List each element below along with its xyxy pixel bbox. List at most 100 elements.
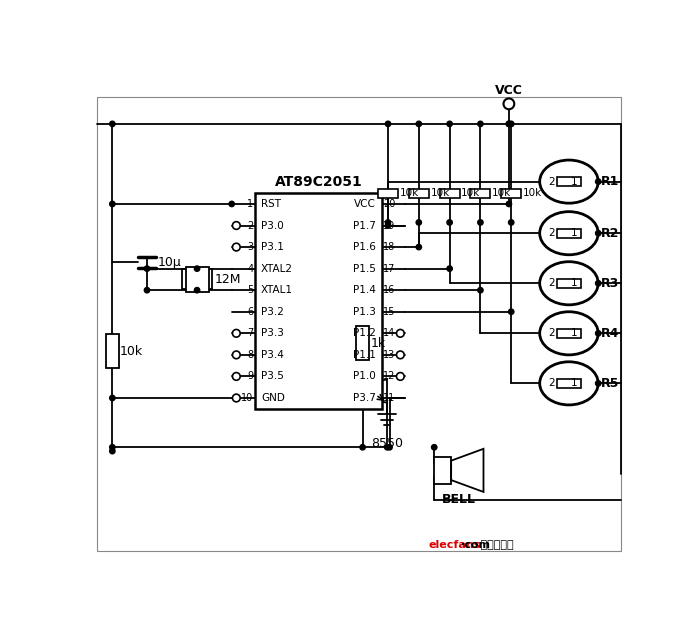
Text: 10k: 10k (523, 188, 542, 198)
Text: 8: 8 (247, 350, 253, 360)
Circle shape (144, 288, 150, 293)
Circle shape (229, 201, 234, 207)
Circle shape (360, 445, 365, 450)
Bar (557, 279, 580, 288)
Text: 7: 7 (247, 328, 253, 338)
Ellipse shape (540, 160, 598, 203)
Circle shape (232, 243, 240, 251)
Circle shape (232, 330, 240, 337)
Text: VCC: VCC (495, 84, 523, 97)
Text: 13: 13 (384, 350, 395, 360)
Ellipse shape (540, 311, 598, 355)
Bar (186, 267, 209, 292)
Bar (434, 457, 452, 484)
Text: 1: 1 (247, 199, 253, 209)
Circle shape (477, 288, 483, 293)
Text: P3.5: P3.5 (261, 371, 284, 381)
Text: 10k: 10k (400, 188, 419, 198)
Text: P1.3: P1.3 (353, 306, 376, 317)
Text: 12M: 12M (215, 273, 242, 286)
Text: 10k: 10k (461, 188, 480, 198)
Text: 8550: 8550 (371, 437, 403, 450)
Circle shape (232, 351, 240, 359)
Text: ·com: ·com (461, 540, 491, 550)
Text: 17: 17 (384, 264, 395, 274)
Text: P1.7: P1.7 (353, 220, 376, 230)
Circle shape (596, 330, 601, 336)
Text: 5: 5 (247, 285, 253, 295)
Bar (557, 177, 580, 187)
Text: P3.7: P3.7 (353, 393, 376, 403)
Bar (356, 327, 369, 360)
Text: P1.5: P1.5 (353, 264, 376, 274)
Bar (255, 193, 382, 409)
Circle shape (508, 309, 514, 315)
Circle shape (396, 330, 404, 337)
Text: VCC: VCC (354, 199, 376, 209)
Circle shape (596, 179, 601, 184)
Circle shape (232, 394, 240, 402)
Text: AT89C2051: AT89C2051 (274, 175, 362, 190)
Text: 16: 16 (384, 285, 395, 295)
Circle shape (110, 448, 115, 454)
Circle shape (385, 223, 391, 228)
Text: 2: 2 (549, 176, 555, 187)
Circle shape (396, 372, 404, 381)
Text: R2: R2 (601, 227, 620, 240)
Text: 3: 3 (247, 242, 253, 252)
Circle shape (596, 230, 601, 236)
Text: 1: 1 (571, 378, 578, 388)
Text: BELL: BELL (442, 493, 476, 506)
Circle shape (506, 121, 512, 127)
Text: P1.1: P1.1 (353, 350, 376, 360)
Text: 10: 10 (241, 393, 253, 403)
Text: P1.6: P1.6 (353, 242, 376, 252)
Text: elecfans: elecfans (428, 540, 480, 550)
Text: P1.4: P1.4 (353, 285, 376, 295)
Bar (440, 188, 460, 198)
Circle shape (431, 445, 437, 450)
Bar (106, 334, 118, 368)
Text: GND: GND (261, 393, 285, 403)
Ellipse shape (540, 362, 598, 405)
Circle shape (385, 121, 391, 127)
Circle shape (508, 121, 514, 127)
Bar (470, 188, 491, 198)
Text: 9: 9 (247, 371, 253, 381)
Circle shape (447, 220, 452, 225)
Circle shape (596, 281, 601, 286)
Text: 10μ: 10μ (158, 256, 181, 269)
Text: 2: 2 (549, 228, 555, 238)
Circle shape (506, 201, 512, 207)
Text: 1: 1 (571, 278, 578, 288)
Text: 10k: 10k (492, 188, 511, 198)
Text: 10k: 10k (430, 188, 449, 198)
Circle shape (416, 121, 421, 127)
Bar (557, 328, 580, 338)
Circle shape (232, 372, 240, 381)
Circle shape (387, 445, 392, 450)
Text: 11: 11 (384, 393, 395, 403)
Circle shape (506, 121, 512, 127)
Text: 14: 14 (384, 328, 395, 338)
Text: R1: R1 (601, 175, 620, 188)
Text: 1k: 1k (370, 337, 386, 350)
Circle shape (110, 121, 115, 127)
Text: RST: RST (261, 199, 281, 209)
Text: P3.0: P3.0 (261, 220, 284, 230)
Circle shape (232, 222, 240, 229)
Text: R4: R4 (601, 327, 620, 340)
Circle shape (477, 121, 483, 127)
Circle shape (596, 381, 601, 386)
Circle shape (385, 220, 391, 225)
Bar (557, 379, 580, 388)
Circle shape (110, 201, 115, 207)
Text: 2: 2 (549, 278, 555, 288)
Text: 1: 1 (571, 176, 578, 187)
Text: P3.2: P3.2 (261, 306, 284, 317)
Text: P3.4: P3.4 (261, 350, 284, 360)
Text: P3.3: P3.3 (261, 328, 284, 338)
Text: XTAL1: XTAL1 (261, 285, 293, 295)
Text: R3: R3 (601, 277, 620, 290)
Circle shape (447, 121, 452, 127)
